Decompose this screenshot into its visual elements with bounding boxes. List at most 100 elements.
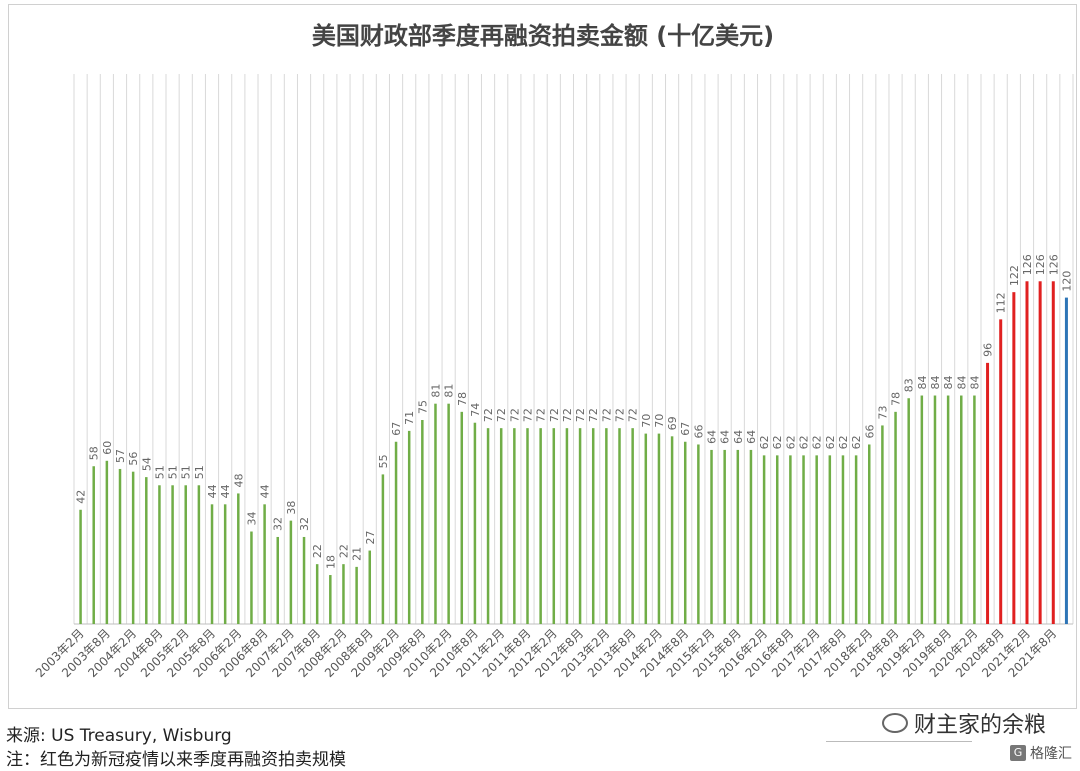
- data-label-74: 126: [1047, 254, 1060, 275]
- bar-22: [368, 550, 372, 624]
- bar-58: [841, 455, 845, 624]
- bar-41: [618, 428, 621, 624]
- data-label-67: 84: [955, 376, 968, 390]
- data-label-53: 62: [771, 435, 784, 449]
- bar-53: [775, 455, 779, 624]
- bar-57: [828, 455, 832, 624]
- data-label-32: 72: [495, 408, 508, 422]
- bar-9: [197, 485, 201, 624]
- bar-16: [289, 520, 293, 624]
- data-label-8: 51: [180, 465, 193, 479]
- bar-60: [868, 444, 871, 624]
- source-note: 来源: US Treasury, Wisburg: [6, 726, 232, 746]
- data-label-45: 69: [666, 416, 679, 430]
- bar-12: [237, 493, 240, 624]
- data-label-20: 22: [337, 544, 350, 558]
- data-label-61: 73: [876, 405, 889, 419]
- data-label-15: 32: [272, 517, 285, 531]
- bar-25: [407, 430, 411, 624]
- bar-52: [762, 455, 766, 624]
- logo-text: 格隆汇: [1030, 746, 1072, 762]
- data-label-28: 81: [443, 384, 456, 398]
- data-label-39: 72: [587, 408, 600, 422]
- bar-42: [631, 428, 634, 624]
- bar-0: [79, 509, 82, 624]
- data-label-23: 55: [377, 454, 390, 468]
- bar-28: [447, 403, 450, 624]
- data-label-13: 34: [245, 512, 258, 526]
- data-label-37: 72: [561, 408, 574, 422]
- data-label-34: 72: [521, 408, 534, 422]
- bar-64: [920, 395, 924, 624]
- bar-39: [591, 428, 595, 624]
- bar-5: [145, 477, 148, 624]
- bar-65: [933, 395, 937, 624]
- data-label-52: 62: [758, 435, 771, 449]
- bar-44: [657, 433, 661, 624]
- data-label-55: 62: [798, 435, 811, 449]
- data-label-56: 62: [811, 435, 824, 449]
- data-label-24: 67: [390, 422, 403, 436]
- data-label-26: 75: [416, 400, 429, 414]
- bar-4: [131, 471, 135, 624]
- data-label-5: 54: [140, 457, 153, 471]
- data-label-6: 51: [153, 465, 166, 479]
- bar-26: [421, 420, 424, 624]
- data-label-60: 66: [863, 424, 876, 438]
- bar-32: [499, 428, 503, 624]
- data-label-68: 84: [968, 376, 981, 390]
- bar-37: [565, 428, 569, 624]
- data-label-58: 62: [837, 435, 850, 449]
- bar-8: [184, 485, 187, 624]
- bar-14: [263, 504, 266, 624]
- bar-48: [710, 449, 713, 624]
- bar-61: [881, 425, 884, 624]
- data-label-17: 32: [298, 517, 311, 531]
- bar-72: [1025, 281, 1029, 624]
- bar-40: [605, 428, 608, 624]
- data-label-35: 72: [535, 408, 548, 422]
- data-label-16: 38: [285, 501, 298, 515]
- data-label-51: 64: [745, 430, 758, 444]
- bar-7: [171, 485, 174, 624]
- bar-50: [736, 449, 740, 624]
- bar-73: [1038, 281, 1042, 624]
- watermark: 财主家的余粮: [881, 707, 1046, 739]
- data-label-65: 84: [929, 376, 942, 390]
- data-label-10: 44: [206, 484, 219, 498]
- data-label-25: 71: [403, 411, 416, 425]
- data-label-2: 60: [101, 441, 114, 455]
- bar-31: [486, 428, 490, 624]
- bar-21: [355, 566, 358, 624]
- bar-67: [960, 395, 963, 624]
- bar-56: [815, 455, 818, 624]
- data-label-1: 58: [88, 446, 101, 460]
- bar-20: [342, 564, 345, 624]
- data-label-18: 22: [311, 544, 324, 558]
- data-label-46: 67: [679, 422, 692, 436]
- wechat-icon: [881, 713, 908, 733]
- bar-15: [276, 536, 279, 624]
- bar-47: [697, 444, 700, 624]
- bar-68: [973, 395, 976, 624]
- watermark-divider: [826, 741, 972, 742]
- bar-36: [552, 428, 556, 624]
- bar-33: [513, 428, 516, 624]
- bar-59: [854, 455, 858, 624]
- data-label-9: 51: [193, 465, 206, 479]
- data-label-64: 84: [916, 376, 929, 390]
- data-label-73: 126: [1034, 254, 1047, 275]
- bar-55: [802, 455, 805, 624]
- data-label-22: 27: [364, 531, 377, 545]
- bar-74: [1051, 281, 1055, 624]
- bar-6: [158, 485, 161, 624]
- data-label-21: 21: [351, 547, 364, 561]
- data-label-70: 112: [995, 292, 1008, 313]
- bar-63: [907, 398, 910, 624]
- data-label-71: 122: [1008, 265, 1021, 286]
- bar-75: [1064, 297, 1068, 624]
- logo-icon: G: [1010, 745, 1026, 761]
- data-label-7: 51: [167, 465, 180, 479]
- data-label-40: 72: [600, 408, 613, 422]
